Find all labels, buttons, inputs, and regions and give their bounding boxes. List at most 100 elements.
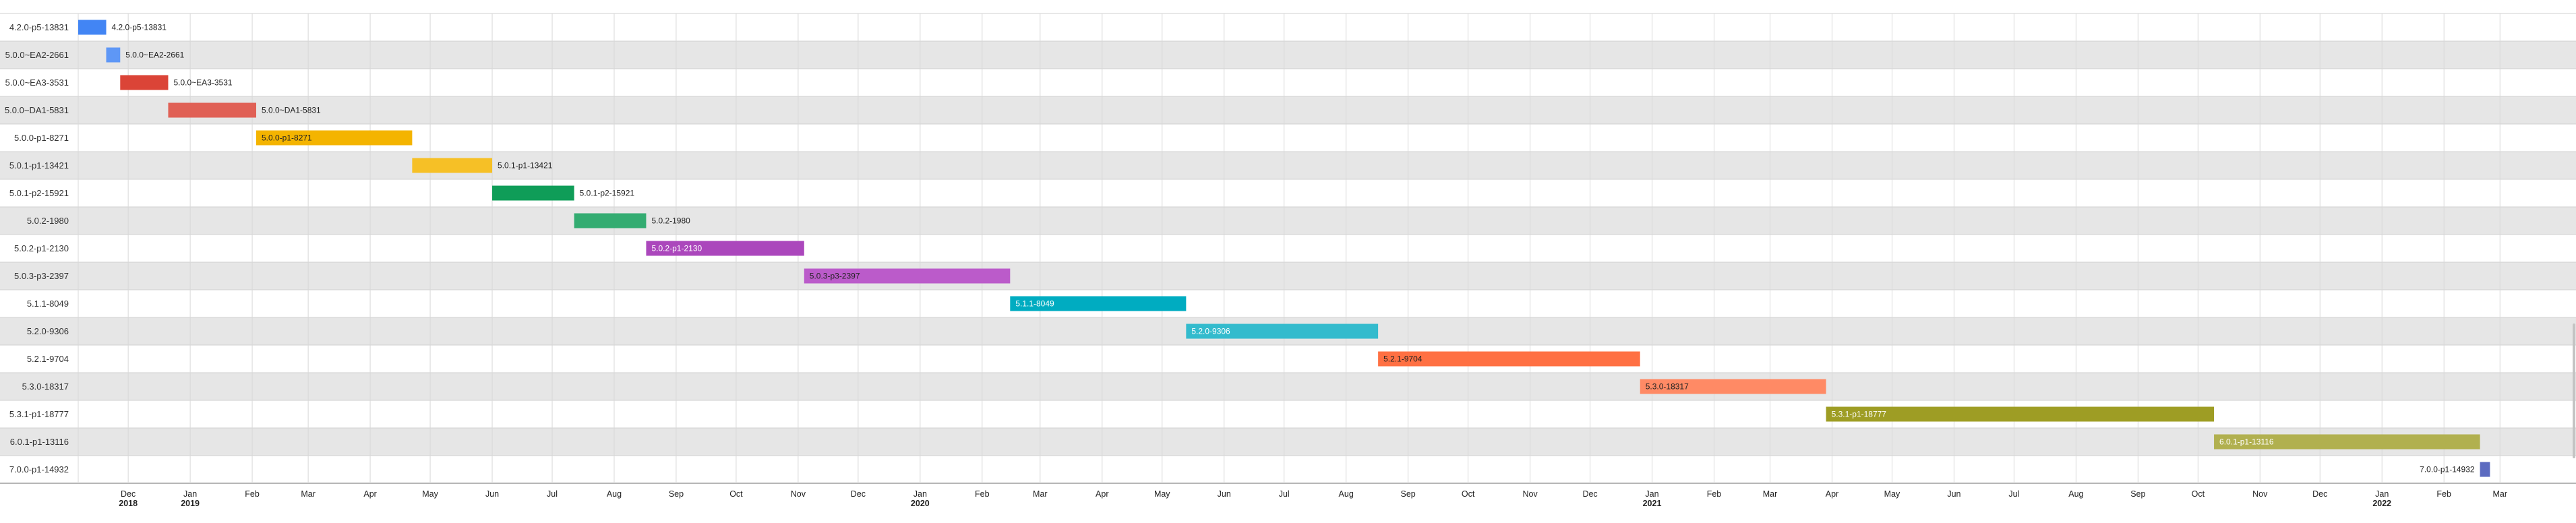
task-bar[interactable] [106, 47, 121, 63]
row-label: 5.0.0~EA3-3531 [5, 78, 69, 88]
month-tick-label: Jul [1279, 489, 1290, 499]
row-background [0, 345, 2576, 373]
row-background [0, 179, 2576, 207]
task-bar[interactable] [1010, 296, 1187, 311]
vertical-scrollbar[interactable] [2573, 324, 2575, 458]
task-bar[interactable] [120, 75, 169, 90]
month-tick-label: Dec [2312, 489, 2327, 499]
row-background [0, 69, 2576, 96]
month-tick-label: Aug [1339, 489, 1354, 499]
month-tick-label: Feb [1707, 489, 1722, 499]
task-bar[interactable] [574, 213, 647, 228]
task-bar[interactable] [412, 158, 493, 173]
bar-label: 5.3.1-p1-18777 [1832, 410, 1887, 419]
row-label: 4.2.0-p5-13831 [9, 22, 69, 32]
month-tick-label: May [1884, 489, 1900, 499]
month-tick-label: Dec [1582, 489, 1597, 499]
row-background [0, 235, 2576, 262]
year-tick-label: 2019 [181, 499, 200, 508]
month-tick-label: Feb [2436, 489, 2451, 499]
row-background [0, 290, 2576, 317]
month-tick-label: Sep [1400, 489, 1415, 499]
month-tick-label: Apr [1826, 489, 1838, 499]
row-background [0, 456, 2576, 483]
bar-label: 5.0.2-p1-2130 [651, 244, 702, 253]
month-tick-label: Jul [2008, 489, 2019, 499]
month-tick-label: Jun [1947, 489, 1960, 499]
task-bar[interactable] [2214, 434, 2480, 450]
bar-label: 7.0.0-p1-14932 [2420, 465, 2475, 474]
month-tick-label: Apr [1096, 489, 1108, 499]
month-tick-label: Aug [2068, 489, 2083, 499]
month-tick-label: Jul [547, 489, 558, 499]
month-tick-label: Apr [363, 489, 376, 499]
row-background [0, 262, 2576, 290]
month-tick-label: Oct [1462, 489, 1475, 499]
month-tick-label: Nov [791, 489, 806, 499]
month-tick-label: Sep [2130, 489, 2145, 499]
row-label: 5.0.1-p2-15921 [9, 188, 69, 198]
month-tick-label: Jun [1218, 489, 1231, 499]
year-tick-label: 2022 [2372, 499, 2391, 508]
month-tick-label: Jan [1645, 489, 1658, 499]
month-tick-label: Oct [2192, 489, 2205, 499]
bar-label: 5.0.3-p3-2397 [810, 272, 860, 281]
bar-label: 5.2.1-9704 [1383, 355, 1422, 364]
bar-label: 5.0.0~EA2-2661 [125, 51, 184, 60]
row-label: 5.0.3-p3-2397 [14, 271, 69, 281]
task-bar[interactable] [1378, 351, 1640, 367]
year-tick-label: 2021 [1643, 499, 1662, 508]
task-bar[interactable] [1640, 379, 1826, 394]
task-bar[interactable] [168, 102, 257, 118]
month-tick-label: Oct [729, 489, 743, 499]
year-tick-label: 2020 [911, 499, 930, 508]
bar-label: 5.1.1-8049 [1015, 299, 1054, 309]
row-background [0, 96, 2576, 124]
month-tick-label: May [422, 489, 438, 499]
month-tick-label: Mar [1033, 489, 1048, 499]
month-tick-label: Feb [245, 489, 260, 499]
month-tick-label: Feb [975, 489, 990, 499]
task-bar[interactable] [2480, 462, 2490, 477]
bar-label: 5.0.1-p2-15921 [580, 189, 635, 198]
task-bar[interactable] [256, 130, 413, 146]
month-tick-label: Jan [2375, 489, 2389, 499]
row-label: 6.0.1-p1-13116 [10, 437, 69, 447]
row-background [0, 373, 2576, 400]
month-tick-label: Nov [2252, 489, 2268, 499]
bar-label: 6.0.1-p1-13116 [2219, 437, 2274, 447]
bar-label: 5.0.2-1980 [651, 216, 690, 226]
bar-label: 4.2.0-p5-13831 [112, 23, 167, 32]
task-bar[interactable] [1826, 406, 2215, 422]
row-label: 5.2.1-9704 [27, 354, 69, 364]
month-tick-label: Jan [913, 489, 927, 499]
row-label: 5.0.0-p1-8271 [14, 133, 69, 143]
row-label: 5.3.1-p1-18777 [9, 409, 69, 419]
task-bar[interactable] [78, 20, 107, 35]
row-label: 5.0.2-1980 [27, 216, 69, 226]
month-tick-label: Jun [485, 489, 499, 499]
bar-label: 5.0.0-p1-8271 [262, 133, 312, 143]
task-bar[interactable] [804, 268, 1011, 284]
bar-label: 5.0.0~DA1-5831 [262, 106, 321, 115]
task-bar[interactable] [1186, 324, 1379, 339]
row-background [0, 428, 2576, 456]
row-label: 5.2.0-9306 [27, 326, 69, 336]
row-background [0, 207, 2576, 235]
bar-label: 5.3.0-18317 [1646, 382, 1689, 392]
row-label: 5.0.0~DA1-5831 [5, 105, 69, 115]
month-tick-label: Jan [183, 489, 197, 499]
bar-label: 5.0.1-p1-13421 [498, 161, 553, 171]
month-tick-label: Mar [1763, 489, 1778, 499]
row-label: 7.0.0-p1-14932 [9, 464, 69, 474]
month-tick-label: Mar [301, 489, 316, 499]
month-tick-label: Dec [121, 489, 136, 499]
month-tick-label: Mar [2492, 489, 2507, 499]
row-label: 5.0.0~EA2-2661 [5, 50, 69, 60]
bar-label: 5.2.0-9306 [1191, 327, 1230, 336]
task-bar[interactable] [646, 241, 804, 256]
month-tick-label: Dec [851, 489, 866, 499]
task-bar[interactable] [492, 185, 574, 201]
row-background [0, 152, 2576, 179]
